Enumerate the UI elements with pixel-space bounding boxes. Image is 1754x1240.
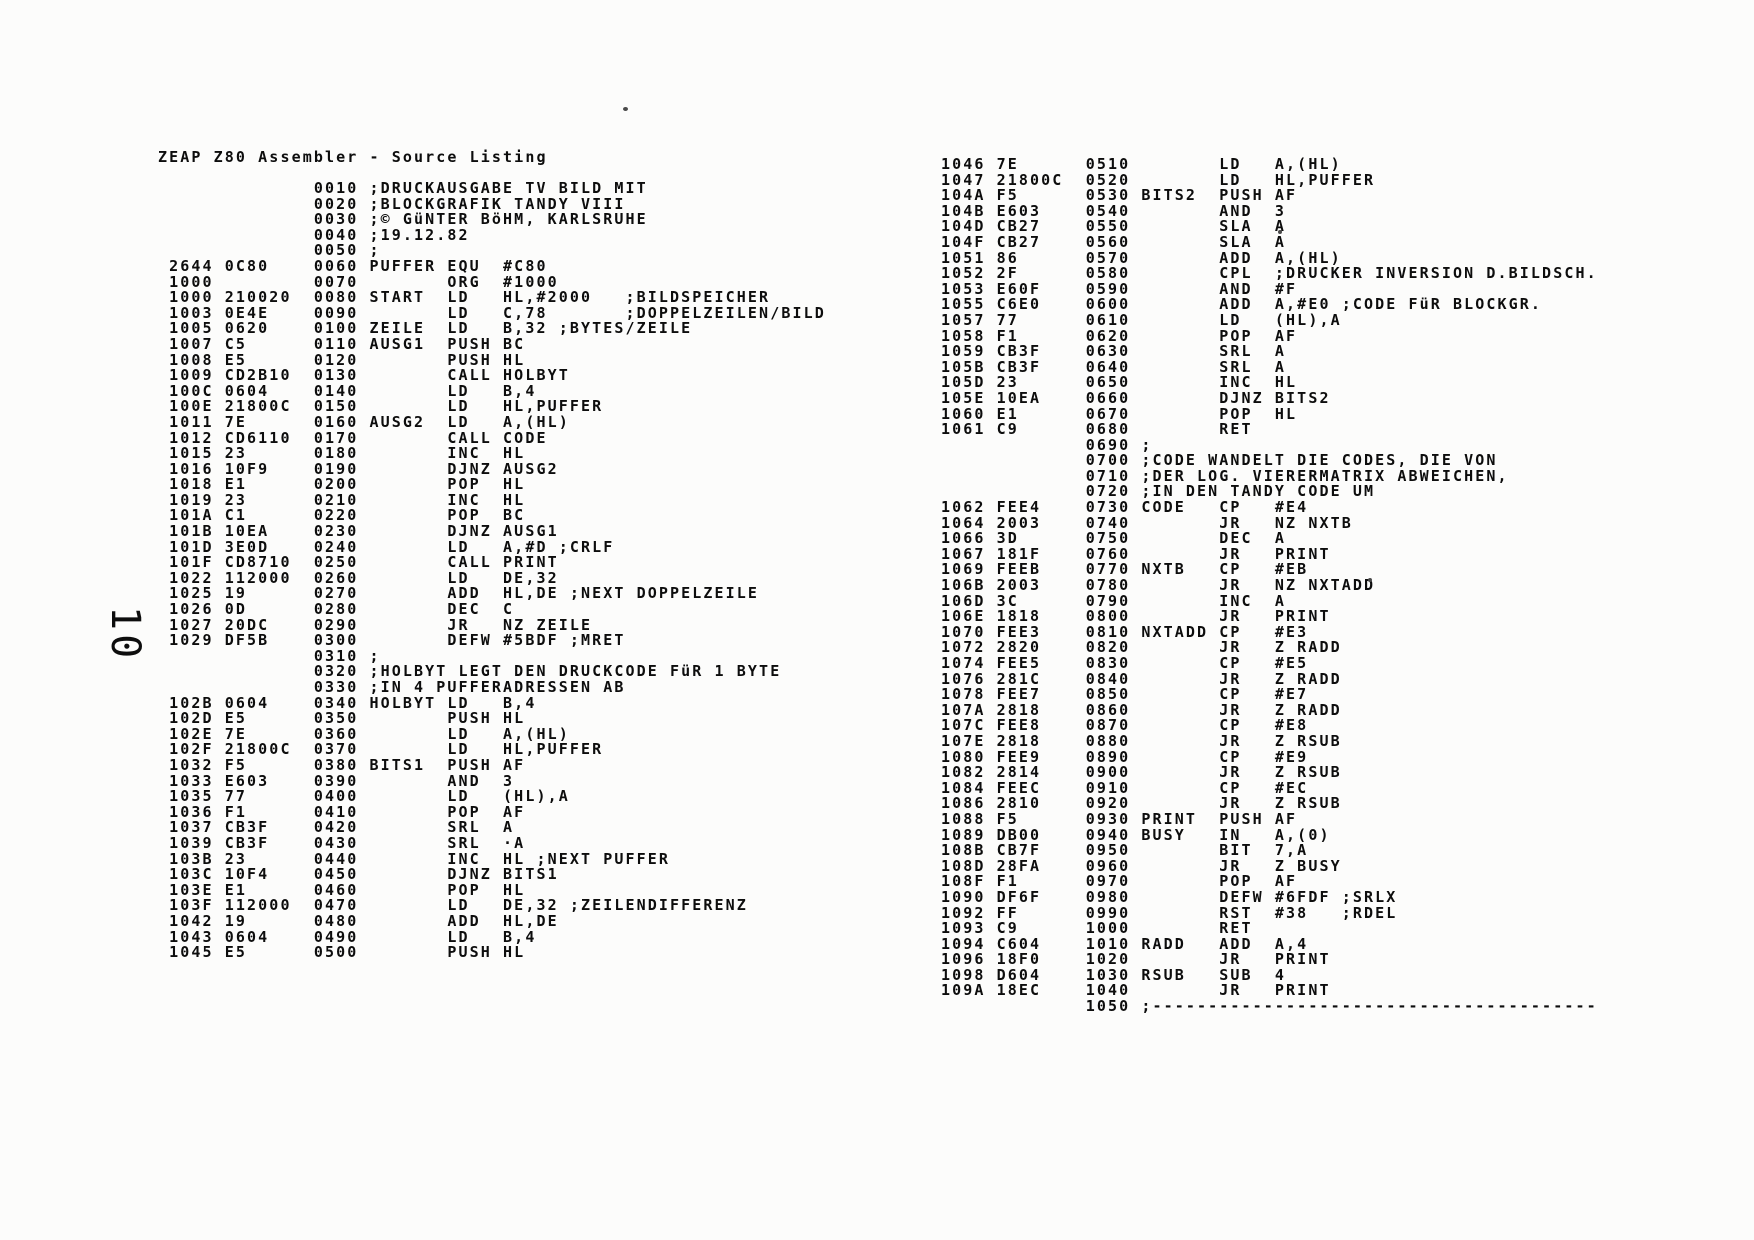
source-listing-right-column: 1046 7E 0510 LD A,(HL) 1047 21800C 0520 … xyxy=(941,155,1598,1016)
scan-speck xyxy=(623,107,628,111)
listing-title: ZEAP Z80 Assembler - Source Listing xyxy=(158,148,548,166)
scan-speck xyxy=(1278,230,1282,234)
source-listing-left-column: 0010 ;DRUCKAUSGABE TV BILD MIT 0020 ;BLO… xyxy=(169,179,826,962)
page-number: 10 xyxy=(102,606,148,663)
scan-speck xyxy=(1368,578,1372,582)
